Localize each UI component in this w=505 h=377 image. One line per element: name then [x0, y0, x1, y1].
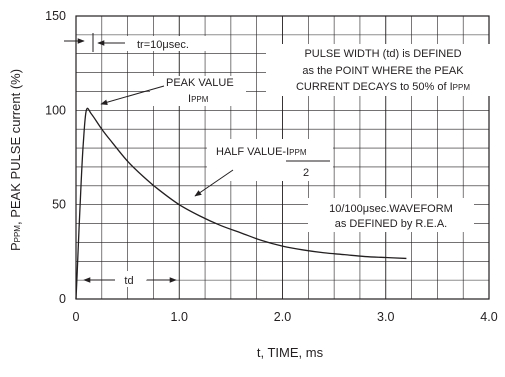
- half-value-sub: PPM: [289, 148, 307, 157]
- td-label-bg: [112, 271, 146, 287]
- series-line: [75, 107, 407, 300]
- x-tick-label: 3.0: [377, 310, 394, 324]
- x-tick-label: 4.0: [480, 310, 497, 324]
- tick-labels: 0 1.0 2.0 3.0 4.0 0 50 100 150: [45, 9, 498, 324]
- y-tick-label: 100: [45, 103, 66, 117]
- y-axis-title-rest: , PEAK PULSE current (%): [8, 69, 23, 225]
- half-value-main: HALF VALUE-I: [216, 146, 289, 158]
- waveform-line1: 10/100μsec.WAVEFORM: [329, 203, 453, 215]
- peak-label-line1: PEAK VALUE: [166, 77, 234, 89]
- pulse-width-line3: CURRENT DECAYS to 50% of IPPM: [296, 81, 470, 93]
- x-axis-title: t, TIME, ms: [257, 345, 324, 360]
- x-tick-label: 2.0: [274, 310, 291, 324]
- half-value-label: HALF VALUE-IPPM: [216, 146, 307, 158]
- x-tick-label: 1.0: [171, 310, 188, 324]
- waveform-line2: as DEFINED by R.E.A.: [335, 218, 447, 230]
- half-value-denominator: 2: [303, 167, 309, 179]
- td-label: td: [124, 275, 133, 287]
- y-tick-label: 0: [59, 292, 66, 306]
- half-value-arrow: [194, 169, 234, 197]
- peak-arrow: [100, 85, 165, 105]
- y-axis-title-sub: PPM: [13, 225, 22, 243]
- waveform-label-bg: [308, 198, 474, 232]
- peak-label-line2: IPPM: [188, 93, 209, 105]
- tr-label: tr=10μsec.: [137, 39, 189, 51]
- y-axis-title: PPPM, PEAK PULSE current (%): [8, 69, 23, 251]
- peak-label-sub: PPM: [191, 95, 209, 104]
- peak-label-i: I: [188, 93, 191, 105]
- pulse-width-label-bg: [266, 44, 490, 96]
- pulse-width-line3-sub: PPM: [453, 83, 471, 92]
- pulse-width-line3-main: CURRENT DECAYS to 50% of I: [296, 81, 453, 93]
- y-tick-label: 150: [45, 9, 66, 23]
- series-group: [75, 107, 407, 300]
- peak-label-bg: [150, 76, 246, 106]
- y-axis-title-main: P: [8, 242, 23, 251]
- y-tick-label: 50: [52, 198, 66, 212]
- tr-label-bg: [118, 36, 210, 51]
- pulse-width-line1: PULSE WIDTH (td) is DEFINED: [304, 48, 461, 60]
- x-tick-label: 0: [73, 310, 80, 324]
- pulse-width-line2: as the POINT WHERE the PEAK: [302, 65, 464, 77]
